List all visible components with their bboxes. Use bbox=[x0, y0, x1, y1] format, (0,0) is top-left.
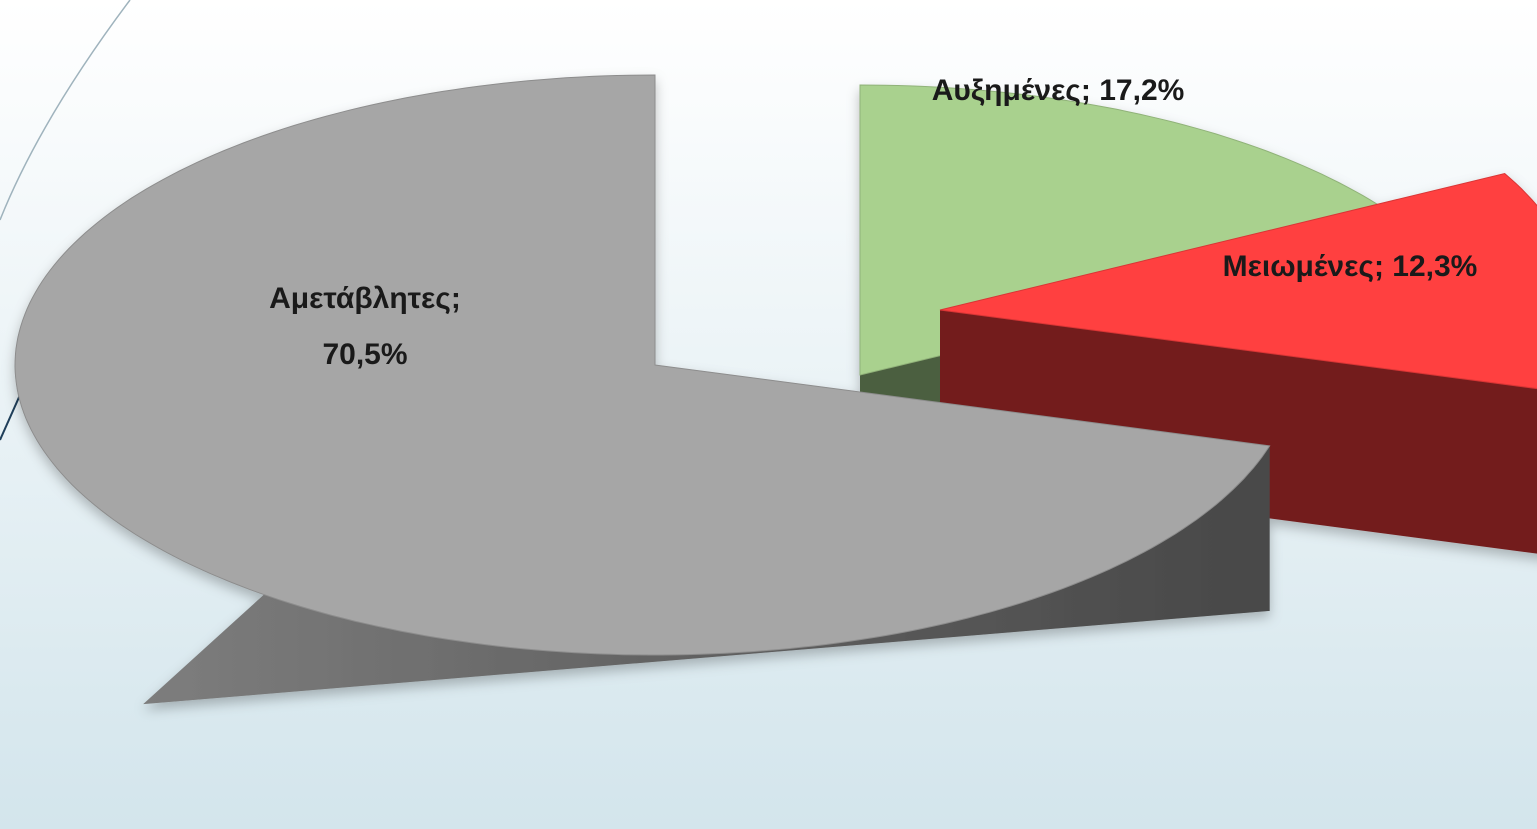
slice-top bbox=[939, 172, 1537, 390]
data-label: Αμετάβλητες; 70,5% bbox=[269, 282, 461, 371]
data-label: Αυξημένες; 17,2% bbox=[932, 74, 1185, 107]
data-label-line: 70,5% bbox=[322, 338, 407, 371]
data-label: Μειωμένες; 12,3% bbox=[1223, 250, 1478, 283]
decor-line bbox=[0, 0, 131, 221]
pie bbox=[14, 74, 1537, 705]
slice bbox=[14, 74, 1271, 705]
slice-top bbox=[14, 74, 1271, 656]
labels: Αυξημένες; 17,2% Μειωμένες; 12,3% Αμετάβλη… bbox=[269, 74, 1477, 371]
data-label-line: Αμετάβλητες; bbox=[269, 282, 461, 315]
